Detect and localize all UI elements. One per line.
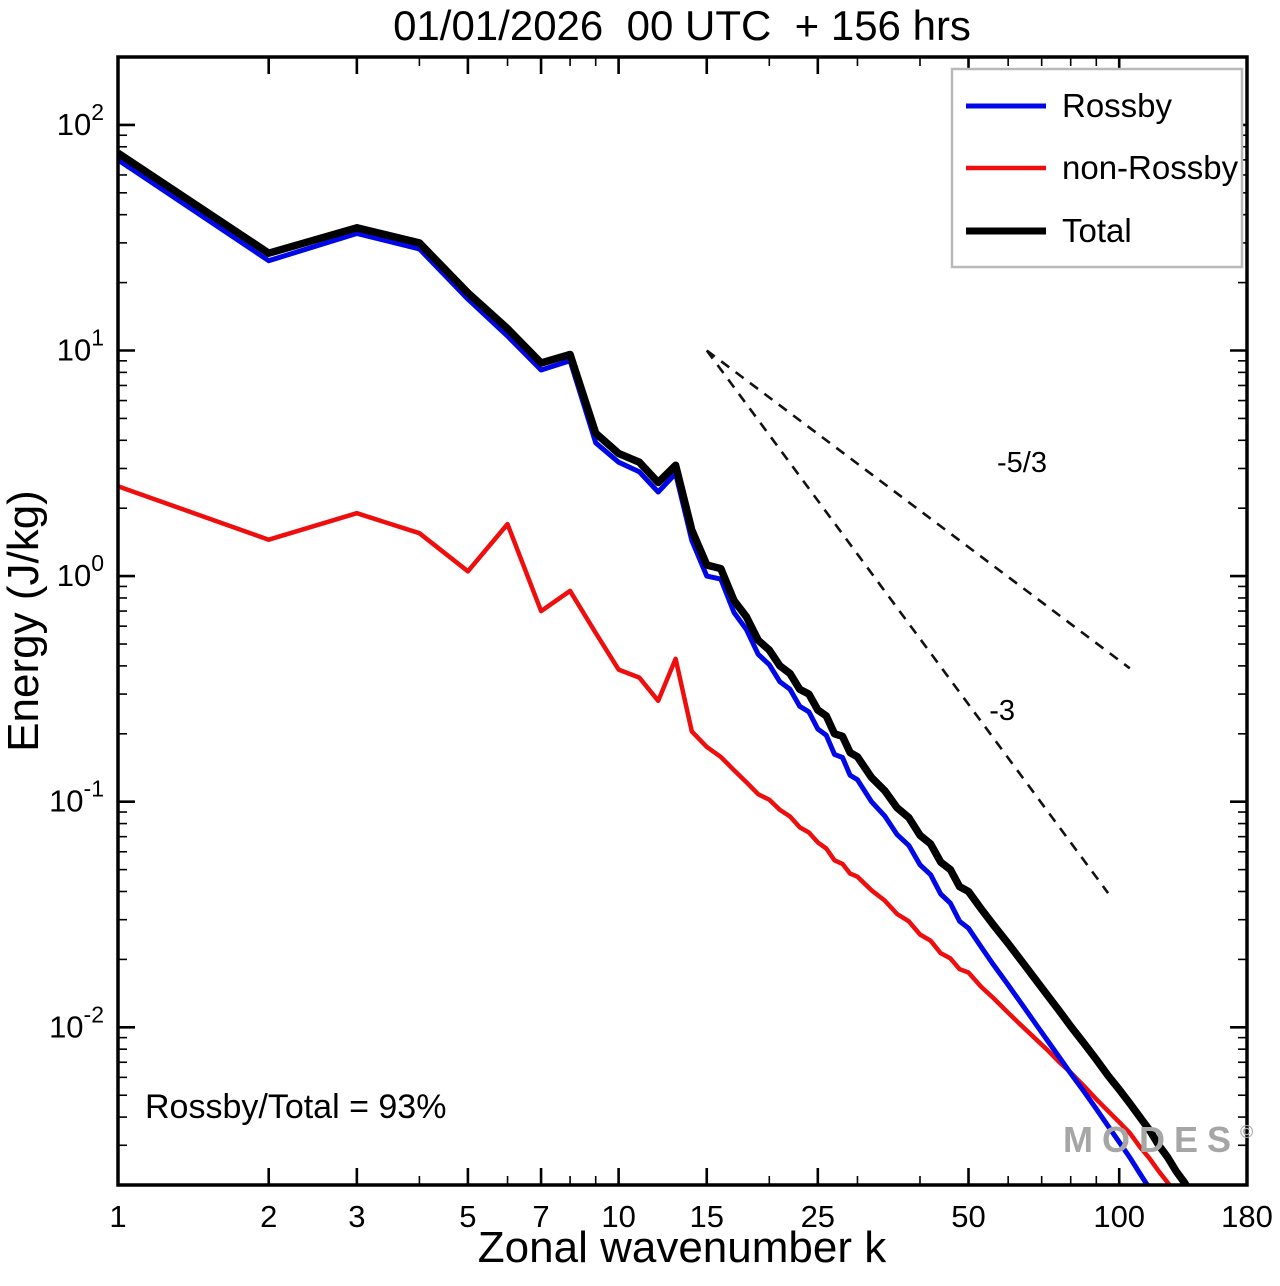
svg-text:100: 100 bbox=[57, 550, 104, 593]
refline-label-3: -3 bbox=[989, 695, 1015, 727]
svg-text:100: 100 bbox=[1093, 1199, 1145, 1234]
svg-text:15: 15 bbox=[690, 1199, 724, 1234]
svg-text:180: 180 bbox=[1221, 1199, 1273, 1234]
plot-frame bbox=[116, 55, 1249, 1187]
watermark-text: MODES bbox=[1063, 1119, 1240, 1160]
legend: Rossby non-Rossby Total bbox=[950, 67, 1244, 269]
rossby-total-ratio-annotation: Rossby/Total = 93% bbox=[145, 1088, 446, 1126]
svg-text:101: 101 bbox=[57, 325, 104, 368]
chart-title: 01/01/2026 00 UTC + 156 hrs bbox=[393, 2, 971, 49]
series-rossby-line bbox=[118, 157, 1151, 1185]
svg-text:2: 2 bbox=[260, 1199, 277, 1234]
reference-line-3 bbox=[705, 349, 1110, 894]
svg-text:5: 5 bbox=[459, 1199, 476, 1234]
svg-text:7: 7 bbox=[532, 1199, 549, 1234]
modes-watermark: MODES© bbox=[1063, 1119, 1253, 1160]
legend-label-nonrossby: non-Rossby bbox=[1062, 149, 1239, 186]
svg-text:3: 3 bbox=[348, 1199, 365, 1234]
x-axis-label: Zonal wavenumber k bbox=[478, 1223, 887, 1272]
watermark-copyright: © bbox=[1240, 1122, 1253, 1142]
legend-label-total: Total bbox=[1062, 212, 1132, 249]
legend-label-rossby: Rossby bbox=[1062, 87, 1173, 124]
svg-text:50: 50 bbox=[951, 1199, 985, 1234]
svg-text:1: 1 bbox=[109, 1199, 126, 1234]
svg-text:10-1: 10-1 bbox=[49, 776, 104, 819]
svg-text:102: 102 bbox=[57, 99, 104, 142]
svg-text:25: 25 bbox=[801, 1199, 835, 1234]
plot-series-group bbox=[118, 149, 1191, 1185]
reference-line-53 bbox=[706, 349, 1131, 670]
y-axis-label: Energy (J/kg) bbox=[0, 490, 48, 752]
svg-text:10: 10 bbox=[601, 1199, 635, 1234]
svg-text:10-2: 10-2 bbox=[49, 1001, 104, 1044]
series-total-line bbox=[118, 149, 1191, 1185]
refline-label-53: -5/3 bbox=[997, 447, 1047, 479]
